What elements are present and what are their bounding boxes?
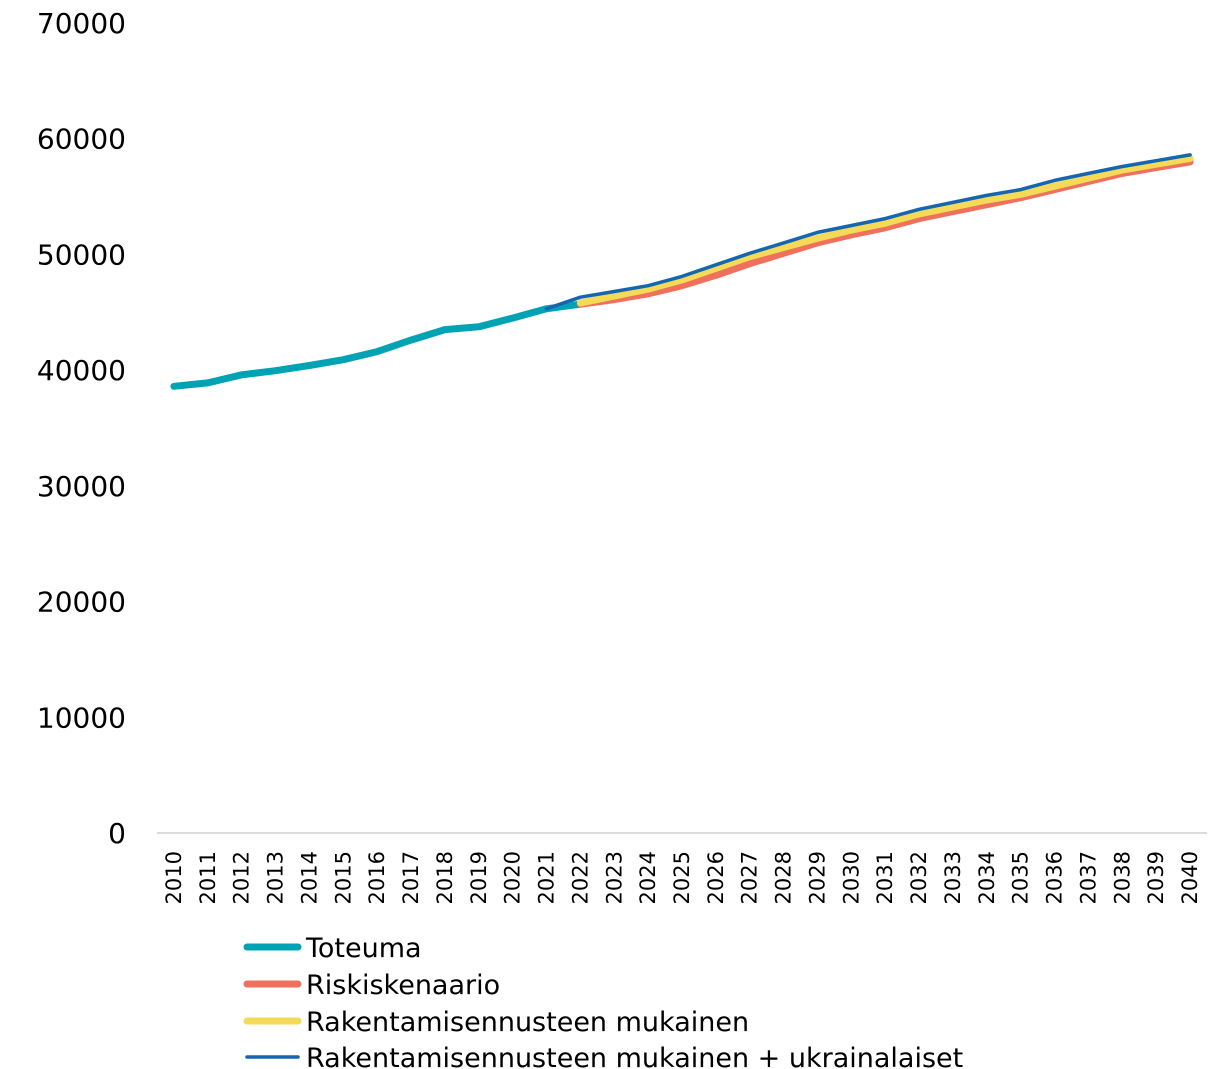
y-tick-label-4: 40000 <box>37 354 126 387</box>
legend-label-3: Rakentamisennusteen mukainen + ukrainala… <box>306 1043 963 1069</box>
x-axis: 2010 2011 2012 2013 2014 2015 2016 2017 2018 2019… <box>162 851 1202 904</box>
series-line-2 <box>576 154 1194 307</box>
y-axis: 0 10000 20000 30000 40000 50000 60000 70000 <box>37 7 126 850</box>
x-tick-label-19: 2029 <box>805 851 829 904</box>
x-tick-label-24: 2034 <box>975 851 999 904</box>
series-line-3 <box>544 153 1192 311</box>
y-tick-label-0: 0 <box>108 817 126 850</box>
y-tick-label-5: 50000 <box>37 238 126 271</box>
y-tick-label-2: 20000 <box>37 586 126 619</box>
x-tick-label-28: 2038 <box>1110 851 1134 904</box>
x-tick-label-4: 2014 <box>297 851 321 904</box>
x-tick-label-16: 2026 <box>704 851 728 904</box>
legend-label-0: Toteuma <box>305 933 422 964</box>
x-tick-label-10: 2020 <box>501 851 525 904</box>
x-tick-label-13: 2023 <box>602 851 626 904</box>
legend-label-1: Riskiskenaario <box>306 970 500 1001</box>
legend-label-2: Rakentamisennusteen mukainen <box>306 1007 749 1038</box>
x-tick-label-15: 2025 <box>670 851 694 904</box>
y-tick-label-1: 10000 <box>37 701 126 734</box>
x-tick-label-2: 2012 <box>230 851 254 904</box>
y-tick-label-3: 30000 <box>37 470 126 503</box>
x-tick-label-22: 2032 <box>907 851 931 904</box>
x-tick-label-17: 2027 <box>738 851 762 904</box>
x-tick-label-23: 2033 <box>941 851 965 904</box>
x-tick-label-12: 2022 <box>568 851 592 904</box>
x-tick-label-14: 2024 <box>636 851 660 904</box>
y-tick-label-6: 60000 <box>37 123 126 156</box>
x-tick-label-25: 2035 <box>1009 851 1033 904</box>
x-tick-label-5: 2015 <box>331 851 355 904</box>
x-tick-label-29: 2039 <box>1144 851 1168 904</box>
x-tick-label-0: 2010 <box>162 851 186 904</box>
x-tick-label-8: 2018 <box>433 851 457 904</box>
x-tick-label-26: 2036 <box>1043 851 1067 904</box>
legend: Toteuma Riskiskenaario Rakentamisennusteen… <box>243 933 963 1069</box>
x-tick-label-20: 2030 <box>839 851 863 904</box>
series-layer <box>170 153 1194 390</box>
x-tick-label-3: 2013 <box>264 851 288 904</box>
x-tick-label-27: 2037 <box>1076 851 1100 904</box>
x-tick-label-21: 2031 <box>873 851 897 904</box>
x-tick-label-9: 2019 <box>467 851 491 904</box>
series-line-0 <box>170 300 584 390</box>
x-tick-label-11: 2021 <box>535 851 559 904</box>
x-tick-label-7: 2017 <box>399 851 423 904</box>
x-tick-label-6: 2016 <box>365 851 389 904</box>
y-tick-label-7: 70000 <box>37 7 126 40</box>
x-tick-label-30: 2040 <box>1178 851 1202 904</box>
x-tick-label-1: 2011 <box>196 851 220 904</box>
x-tick-label-18: 2028 <box>772 851 796 904</box>
